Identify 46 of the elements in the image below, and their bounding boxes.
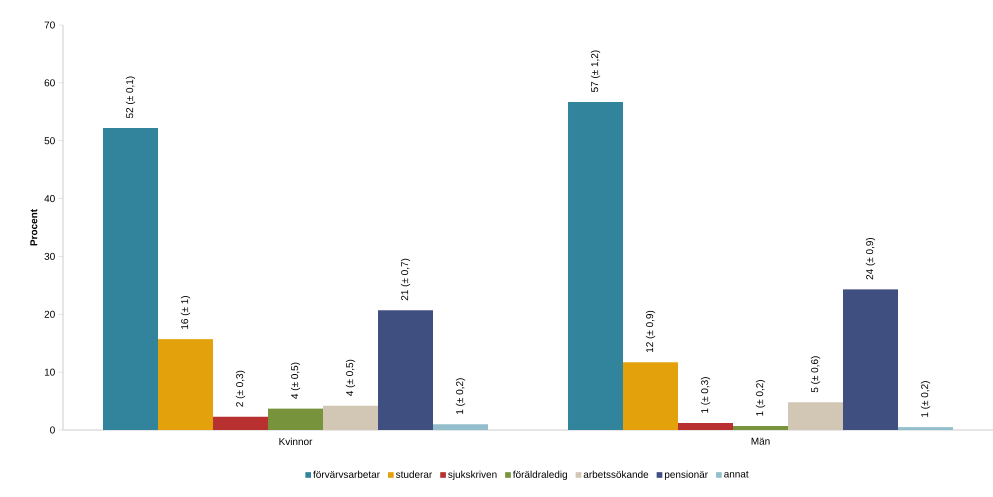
data-label: 1 (± 0,2) bbox=[756, 380, 766, 416]
bar bbox=[568, 102, 624, 430]
bar bbox=[378, 310, 434, 430]
y-tick-label: 70 bbox=[44, 21, 55, 29]
bar bbox=[843, 289, 898, 430]
x-tick-label: Män bbox=[752, 438, 770, 445]
y-tick-label: 10 bbox=[44, 368, 55, 376]
y-tick-label: 40 bbox=[44, 195, 55, 202]
data-label: 2 (± 0,3) bbox=[236, 370, 246, 407]
bar bbox=[678, 423, 734, 430]
legend-label: förvärvsarbetar bbox=[313, 470, 380, 478]
y-tick-label: 0 bbox=[50, 426, 55, 434]
data-label: 57 (± 1,2) bbox=[590, 50, 600, 92]
data-label: 52 (± 0,1) bbox=[126, 76, 136, 118]
bar bbox=[213, 416, 268, 430]
legend-label: arbetssökande bbox=[584, 470, 648, 478]
legend-label: annat bbox=[724, 471, 749, 478]
bar bbox=[733, 426, 788, 430]
y-tick-label: 50 bbox=[44, 137, 55, 144]
data-label: 12 (± 0,9) bbox=[646, 310, 656, 352]
bar bbox=[788, 402, 844, 430]
legend-label: pensionär bbox=[664, 470, 708, 480]
data-label: 5 (± 0,6) bbox=[810, 356, 820, 392]
data-label: 1 (± 0,2) bbox=[920, 381, 930, 417]
legend-label: föräldraledig bbox=[512, 470, 567, 480]
bar bbox=[268, 408, 324, 430]
legend-label: sjukskriven bbox=[448, 470, 496, 480]
data-label: 4 (± 0,5) bbox=[290, 362, 300, 399]
data-label: 1 (± 0,2) bbox=[456, 378, 466, 414]
x-tick-label: Kvinnor bbox=[279, 438, 312, 446]
y-tick-label: 30 bbox=[44, 252, 55, 260]
data-label: 1 (± 0,3) bbox=[700, 377, 710, 413]
bar bbox=[103, 128, 158, 430]
y-axis-title: Procent bbox=[30, 209, 38, 246]
bar bbox=[623, 362, 678, 430]
bar bbox=[433, 424, 488, 430]
bar bbox=[898, 427, 954, 430]
legend-label: studerar bbox=[396, 470, 432, 478]
y-tick-label: 20 bbox=[44, 310, 55, 318]
data-label: 24 (± 0,9) bbox=[866, 238, 876, 280]
data-label: 16 (± 1) bbox=[180, 296, 190, 329]
y-tick-label: 60 bbox=[44, 79, 55, 86]
bar bbox=[323, 406, 378, 430]
bar bbox=[158, 339, 213, 430]
data-label: 21 (± 0,7) bbox=[400, 258, 410, 300]
data-label: 4 (± 0,5) bbox=[346, 360, 356, 396]
